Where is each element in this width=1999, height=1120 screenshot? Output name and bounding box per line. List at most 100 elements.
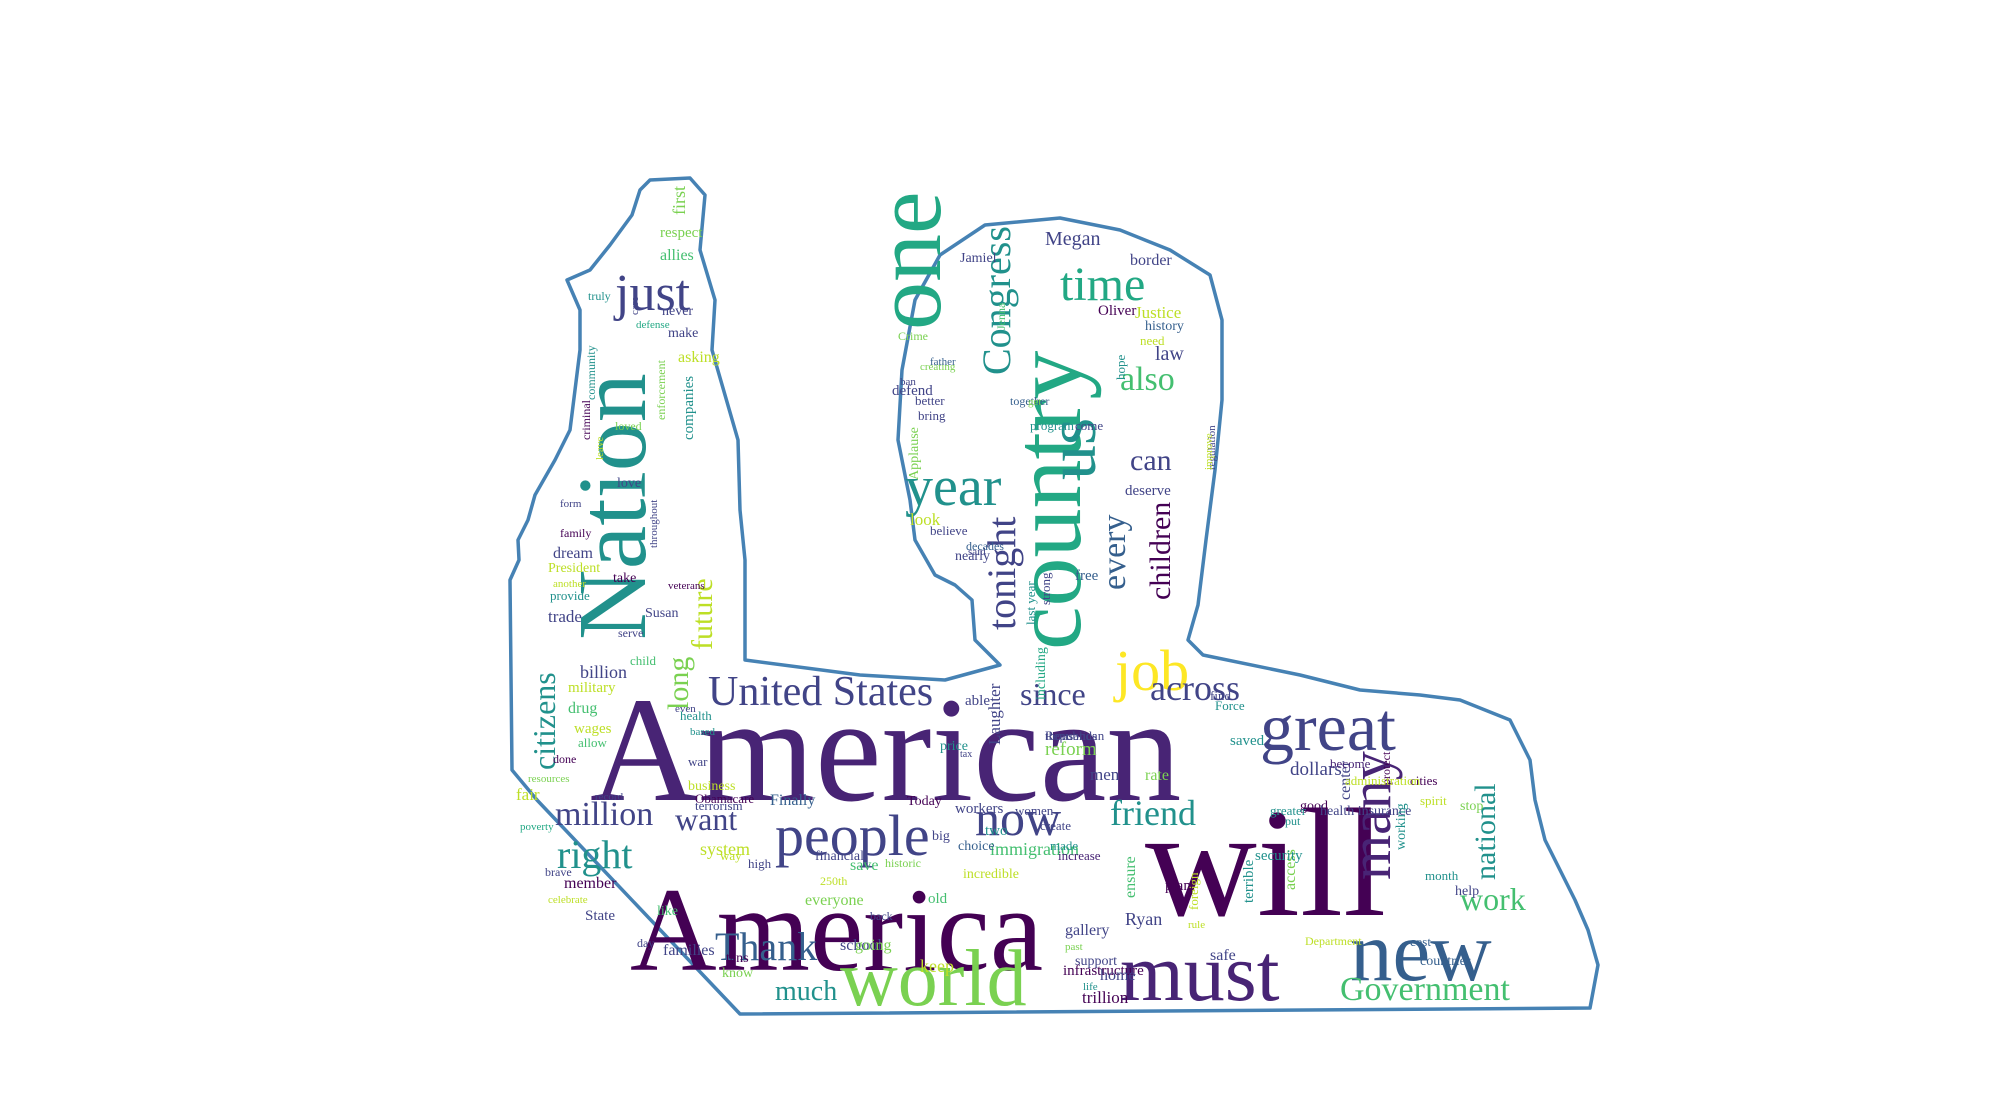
word-93: like	[657, 904, 678, 919]
word-131: past	[1065, 941, 1083, 953]
word-172: last year	[1023, 581, 1038, 625]
word-139: incredible	[963, 867, 1019, 882]
word-91: member	[564, 875, 617, 892]
word-107: Today	[907, 794, 942, 809]
word-152: cities	[1410, 773, 1437, 788]
word-63: enforcement	[654, 359, 668, 420]
word-140: ensure	[1122, 856, 1139, 898]
word-2: America	[630, 863, 1043, 996]
word-26: every	[1096, 514, 1133, 590]
word-124: create	[1040, 818, 1071, 833]
word-23: across	[1150, 668, 1240, 708]
word-142: plan	[1165, 878, 1191, 894]
word-177: come	[1075, 418, 1103, 433]
word-10: people	[775, 803, 930, 868]
word-45: border	[1130, 252, 1172, 269]
word-41: law	[1155, 343, 1184, 365]
word-114: 250th	[820, 874, 847, 888]
word-0: American	[590, 667, 1181, 833]
word-168: able	[965, 693, 990, 709]
word-76: serve	[618, 626, 643, 640]
word-53: allies	[660, 247, 694, 264]
word-98: school	[840, 937, 882, 954]
word-176: deserve	[1125, 483, 1171, 499]
word-92: State	[585, 908, 615, 924]
word-119: choice	[958, 839, 995, 854]
word-164: administration	[1345, 773, 1421, 788]
word-18: many	[1338, 751, 1403, 880]
word-130: support	[1075, 954, 1117, 969]
word-39: immigration	[990, 839, 1079, 859]
word-187: get	[1028, 396, 1041, 408]
word-112: high	[748, 856, 772, 871]
word-58: care	[629, 297, 641, 315]
word-25: million	[555, 796, 653, 833]
word-183: Applause	[907, 427, 922, 480]
word-174: free	[1075, 568, 1099, 584]
word-29: work	[1460, 881, 1526, 917]
word-125: reform	[1045, 739, 1097, 760]
word-61: companies	[681, 376, 697, 440]
word-169: thousands	[1045, 728, 1097, 743]
word-90: celebrate	[548, 894, 588, 906]
word-37: future	[686, 578, 719, 650]
silhouette-outline	[508, 176, 1600, 1016]
word-137: keep	[920, 956, 954, 976]
word-173: strong	[1038, 572, 1053, 605]
word-22: right	[557, 832, 633, 877]
word-113: everyone	[805, 892, 864, 909]
word-128: made	[1050, 838, 1078, 853]
word-136: safe	[1210, 947, 1236, 964]
word-13: job	[1113, 638, 1189, 703]
word-7: country	[994, 351, 1102, 650]
word-95: tens	[726, 951, 749, 966]
word-82: wages	[574, 721, 612, 737]
word-65: leave	[594, 437, 606, 460]
word-44: system	[700, 839, 750, 859]
word-103: business	[688, 779, 735, 794]
word-32: want	[675, 801, 737, 837]
word-100: health	[680, 708, 712, 723]
word-20: tonight	[979, 517, 1024, 630]
word-196: regulation	[1206, 425, 1218, 470]
word-132: gallery	[1065, 922, 1109, 939]
word-12: year	[905, 456, 1002, 518]
word-67: love	[617, 476, 641, 491]
word-157: cost	[1410, 934, 1431, 949]
word-155: working	[1394, 803, 1409, 850]
word-48: Oliver	[1098, 303, 1136, 319]
word-118: historic	[885, 856, 921, 870]
word-35: national	[1469, 783, 1502, 880]
word-24: children	[1144, 502, 1177, 600]
word-159: stop	[1460, 799, 1483, 814]
word-73: take	[613, 571, 636, 586]
word-75: trade	[548, 607, 582, 626]
word-191: creating	[920, 361, 956, 373]
word-60: community	[584, 345, 598, 400]
word-198: throughout	[648, 500, 660, 548]
word-195: Jenna	[994, 302, 1008, 330]
word-101: based	[690, 726, 716, 738]
word-102: war	[688, 754, 708, 769]
word-171: including	[1034, 647, 1049, 700]
word-184: better	[915, 393, 945, 408]
word-99: even	[675, 703, 696, 715]
word-6: Nation	[559, 373, 667, 640]
word-134: home	[1100, 967, 1136, 984]
word-135: life	[1083, 981, 1098, 993]
word-186: together	[1010, 394, 1049, 408]
word-40: Ryan	[1125, 909, 1162, 929]
word-115: save	[850, 857, 878, 874]
word-178: nearly	[955, 549, 990, 564]
word-4: must	[1120, 927, 1280, 1018]
word-51: first	[669, 186, 689, 215]
word-54: never	[662, 304, 693, 319]
word-158: countries	[1420, 954, 1471, 969]
word-167: Force	[1215, 698, 1245, 713]
word-84: done	[553, 752, 576, 766]
word-148: health insurance	[1320, 804, 1411, 819]
word-43: trillion	[1082, 988, 1129, 1007]
